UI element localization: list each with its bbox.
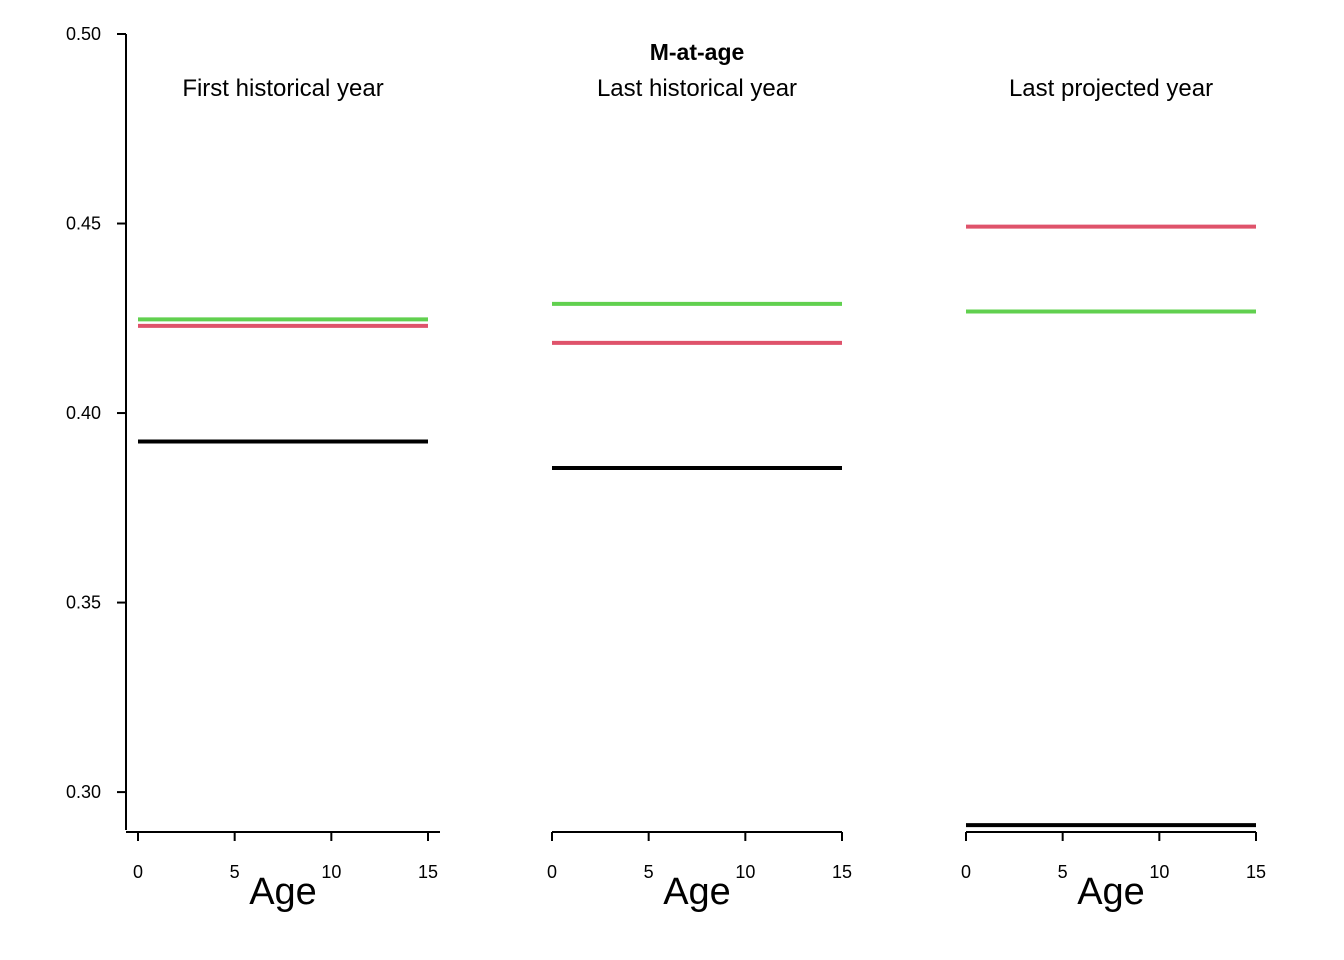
x-tick-label: 0 xyxy=(961,862,971,882)
panel-2: Last historical year 0 5 10 15 Age xyxy=(547,75,852,913)
y-tick-label: 0.40 xyxy=(66,403,101,423)
panel-title: Last historical year xyxy=(597,75,797,102)
x-tick-label: 0 xyxy=(547,862,557,882)
y-tick-label: 0.35 xyxy=(66,593,101,613)
x-axis-label: Age xyxy=(663,871,731,913)
x-tick-label: 5 xyxy=(644,862,654,882)
panel-3: Last projected year 0 5 10 15 Age xyxy=(961,75,1266,913)
x-tick-label: 5 xyxy=(1058,862,1068,882)
x-axis-label: Age xyxy=(249,871,317,913)
panel-1: First historical year 0 5 10 15 Age xyxy=(126,75,440,913)
x-tick-label: 15 xyxy=(418,862,438,882)
panel-title: First historical year xyxy=(182,75,383,102)
x-tick-label: 15 xyxy=(832,862,852,882)
y-tick-label: 0.50 xyxy=(66,24,101,44)
x-tick-label: 0 xyxy=(133,862,143,882)
x-axis-label: Age xyxy=(1077,871,1145,913)
chart-title: M-at-age xyxy=(650,39,745,65)
x-tick-label: 10 xyxy=(321,862,341,882)
x-tick-label: 10 xyxy=(735,862,755,882)
x-tick-label: 5 xyxy=(230,862,240,882)
y-tick-label: 0.30 xyxy=(66,782,101,802)
x-tick-label: 10 xyxy=(1149,862,1169,882)
y-tick-label: 0.45 xyxy=(66,214,101,234)
x-tick-label: 15 xyxy=(1246,862,1266,882)
y-axis: 0.30 0.35 0.40 0.45 0.50 xyxy=(66,24,127,830)
panel-title: Last projected year xyxy=(1009,75,1213,102)
